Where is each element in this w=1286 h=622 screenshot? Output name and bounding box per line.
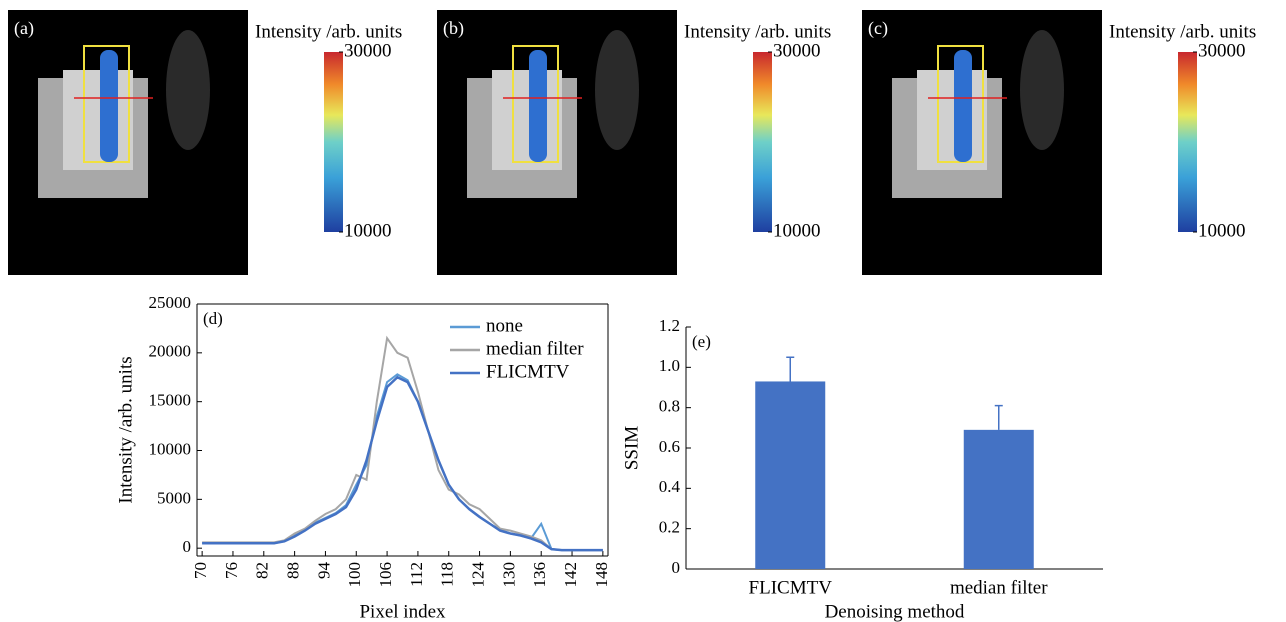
y-tick-label: 0.6 [659, 437, 680, 456]
x-axis-label: Denoising method [825, 601, 965, 622]
y-tick-label: 0.8 [659, 397, 680, 416]
colorbar-title: Intensity /arb. units [1109, 21, 1256, 42]
colorbar [324, 52, 343, 232]
panel-label: (a) [14, 18, 34, 39]
y-tick-label: 1.0 [659, 356, 680, 375]
colorbar-tick-label: 10000 [773, 220, 821, 241]
colorbar-tick-label: 30000 [773, 40, 821, 61]
y-tick-label: 0.4 [659, 477, 681, 496]
legend-label: FLICMTV [486, 361, 570, 382]
micrograph [436, 9, 678, 276]
panel-label: (c) [868, 18, 888, 39]
x-tick-label: 82 [253, 562, 272, 579]
x-tick-label: 118 [438, 562, 457, 587]
x-tick-label: 70 [191, 562, 210, 579]
x-tick-label: FLICMTV [749, 577, 833, 598]
colorbar [1178, 52, 1197, 232]
y-tick-label: 1.2 [659, 316, 680, 335]
x-tick-label: 112 [407, 562, 426, 587]
x-tick-label: 142 [561, 562, 580, 588]
colorbar-tick-label: 10000 [1198, 220, 1246, 241]
y-tick-label: 5000 [157, 488, 191, 507]
y-axis-label: Intensity /arb. units [115, 356, 136, 503]
bar [755, 381, 826, 569]
series-line [202, 375, 603, 552]
y-axis-label: SSIM [621, 426, 642, 470]
x-axis-label: Pixel index [359, 601, 446, 622]
x-tick-label: median filter [950, 577, 1048, 598]
y-tick-label: 10000 [149, 439, 192, 458]
colorbar-title: Intensity /arb. units [684, 21, 831, 42]
colorbar-title: Intensity /arb. units [255, 21, 402, 42]
colorbar-tick-label: 30000 [1198, 40, 1246, 61]
error-bar [786, 356, 795, 382]
colorbar-tick-label: 10000 [344, 220, 392, 241]
panel-label: (d) [203, 309, 223, 328]
panel-label: (e) [692, 332, 711, 351]
x-tick-label: 124 [468, 562, 487, 588]
y-tick-label: 0.2 [659, 518, 680, 537]
y-tick-label: 20000 [149, 342, 192, 361]
micrograph [7, 9, 249, 276]
x-tick-label: 130 [499, 562, 518, 588]
x-tick-label: 148 [592, 562, 611, 588]
colorbar [753, 52, 772, 232]
legend-label: none [486, 315, 523, 336]
colorbar-tick-label: 30000 [344, 40, 392, 61]
micrograph [861, 9, 1103, 276]
y-tick-label: 0 [672, 558, 681, 577]
y-tick-label: 15000 [149, 391, 192, 410]
legend-label: median filter [486, 338, 584, 359]
x-tick-label: 88 [284, 562, 303, 579]
x-tick-label: 106 [376, 562, 395, 588]
y-tick-label: 0 [183, 537, 192, 556]
x-tick-label: 136 [530, 562, 549, 588]
bar [963, 429, 1034, 569]
x-tick-label: 76 [222, 562, 241, 579]
panel-label: (b) [443, 18, 464, 39]
x-tick-label: 100 [345, 562, 364, 588]
x-tick-label: 94 [314, 562, 333, 580]
error-bar [994, 404, 1003, 430]
y-tick-label: 25000 [149, 293, 192, 312]
series-line [202, 373, 603, 552]
